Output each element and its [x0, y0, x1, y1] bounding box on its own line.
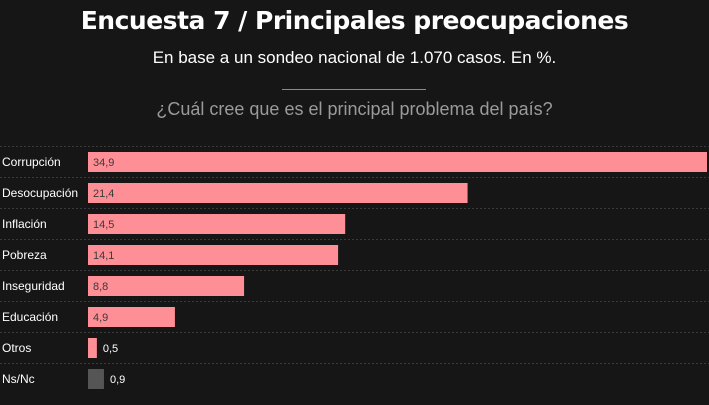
header-divider [282, 89, 426, 90]
bar [88, 152, 707, 172]
bar [88, 245, 339, 265]
category-label: Pobreza [2, 248, 47, 262]
value-label: 0,9 [110, 374, 125, 386]
category-label: Corrupción [2, 155, 61, 169]
chart-subtitle: En base a un sondeo nacional de 1.070 ca… [152, 48, 557, 67]
value-label: 14,1 [93, 250, 114, 262]
bar [88, 369, 104, 389]
bar [88, 307, 175, 327]
value-label: 8,8 [93, 281, 108, 293]
value-label: 21,4 [93, 188, 114, 200]
value-label: 0,5 [103, 343, 118, 355]
value-label: 4,9 [93, 312, 108, 324]
category-label: Ns/Nc [2, 372, 35, 386]
category-label: Inseguridad [2, 279, 65, 293]
bar [88, 183, 468, 203]
bar [88, 338, 97, 358]
bar-chart: Corrupción 34,9 Desocupación 21,4 Inflación 1… [0, 146, 709, 389]
bar [88, 214, 346, 234]
category-label: Educación [2, 310, 58, 324]
value-label: 14,5 [93, 219, 114, 231]
bar [88, 276, 245, 296]
category-label: Inflación [2, 217, 47, 231]
chart-title: Encuesta 7 / Principales preocupaciones [80, 6, 629, 35]
survey-question: ¿Cuál cree que es el principal problema … [156, 99, 553, 119]
chart-rows: Corrupción 34,9 Desocupación 21,4 Inflación 1… [0, 146, 709, 389]
value-label: 34,9 [93, 157, 114, 169]
category-label: Desocupación [2, 186, 78, 200]
category-label: Otros [2, 341, 31, 355]
